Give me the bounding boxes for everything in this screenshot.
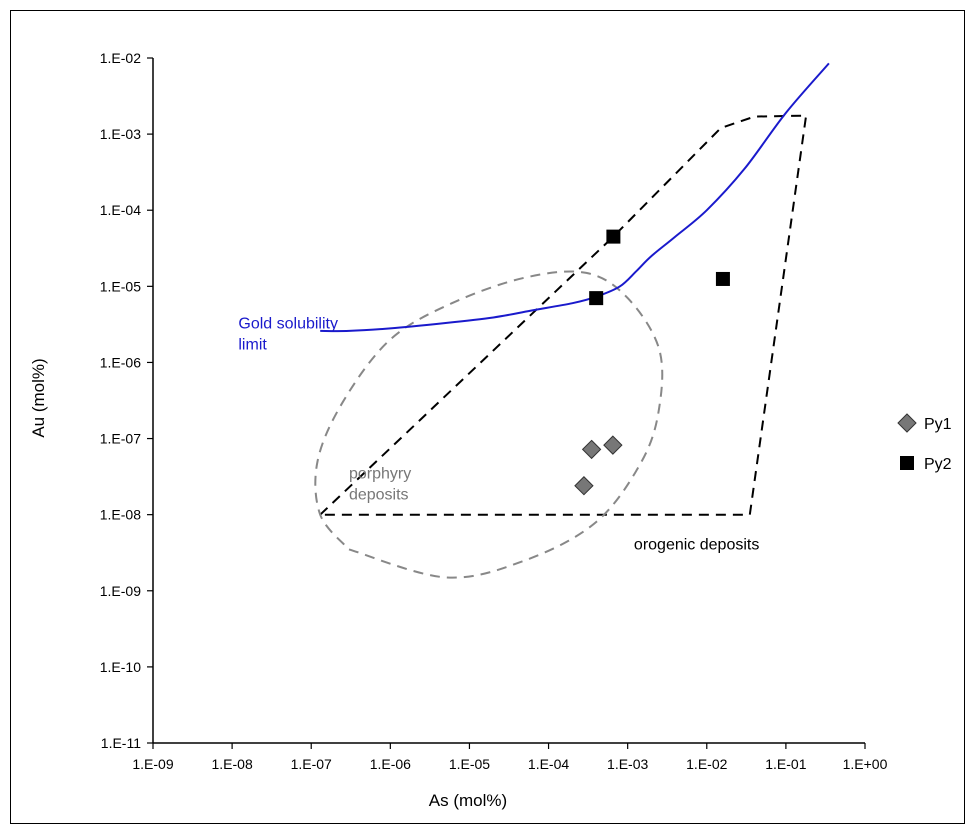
y-tick-label: 1.E-04: [100, 202, 141, 218]
x-tick-label: 1.E-05: [449, 756, 490, 772]
x-tick-label: 1.E-08: [211, 756, 252, 772]
annotation-porphyry-deposits: porphyry deposits: [349, 465, 411, 503]
x-tick-label: 1.E-07: [291, 756, 332, 772]
annotation-line: limit: [238, 336, 267, 353]
x-tick-label: 1.E-04: [528, 756, 569, 772]
x-tick-label: 1.E-01: [765, 756, 806, 772]
py2-point: [715, 271, 730, 286]
axes-layer: 1.E-09 1.E-08 1.E-07 1.E-06 1.E-05 1.E-04 1.E-…: [100, 50, 888, 772]
annotation-Gold-solubility-limit: Gold solubility limit: [238, 315, 338, 353]
annotation-line: deposits: [349, 486, 409, 503]
y-tick-label: 1.E-11: [101, 735, 141, 751]
y-tick-label: 1.E-06: [100, 354, 141, 370]
regions-layer: [314, 114, 808, 579]
annotations-layer: Gold solubility limit porphyry deposits orog…: [238, 315, 759, 553]
annotation-line: porphyry: [349, 465, 411, 482]
legend-marker-py2: [900, 456, 914, 470]
y-tick-label: 1.E-05: [100, 278, 141, 294]
y-tick-label: 1.E-03: [100, 126, 141, 142]
x-tick-label: 1.E-03: [607, 756, 648, 772]
y-tick-label: 1.E-08: [100, 507, 141, 523]
py1-point: [603, 435, 623, 455]
py2-point: [589, 291, 604, 306]
y-axis-title: Au (mol%): [29, 358, 48, 437]
x-tick-label: 1.E+00: [843, 756, 888, 772]
figure-frame: [10, 10, 965, 824]
y-tick-label: 1.E-10: [100, 659, 141, 675]
x-tick-label: 1.E-02: [686, 756, 727, 772]
curves-layer: [320, 62, 830, 333]
py2-point: [606, 229, 621, 244]
gold-solubility-curve: [320, 62, 830, 333]
annotation-line: orogenic deposits: [634, 536, 759, 553]
x-tick-label: 1.E-06: [370, 756, 411, 772]
legend-marker-py1: [897, 413, 917, 433]
legend-label-py2: Py2: [924, 456, 952, 473]
y-tick-label: 1.E-09: [100, 583, 141, 599]
legend: Py1 Py2: [897, 413, 952, 473]
y-tick-label: 1.E-02: [100, 50, 141, 66]
annotation-line: Gold solubility: [238, 315, 338, 332]
y-tick-label: 1.E-07: [100, 431, 141, 447]
legend-label-py1: Py1: [924, 416, 952, 433]
region-orogenic-deposits-outline: [319, 114, 808, 516]
x-axis-title: As (mol%): [429, 791, 507, 810]
py1-point: [574, 476, 594, 496]
points-layer: [574, 229, 730, 496]
py1-point: [581, 439, 602, 460]
annotation-orogenic-deposits: orogenic deposits: [634, 536, 759, 553]
x-tick-label: 1.E-09: [132, 756, 173, 772]
region-porphyry-deposits-outline: [314, 270, 664, 579]
